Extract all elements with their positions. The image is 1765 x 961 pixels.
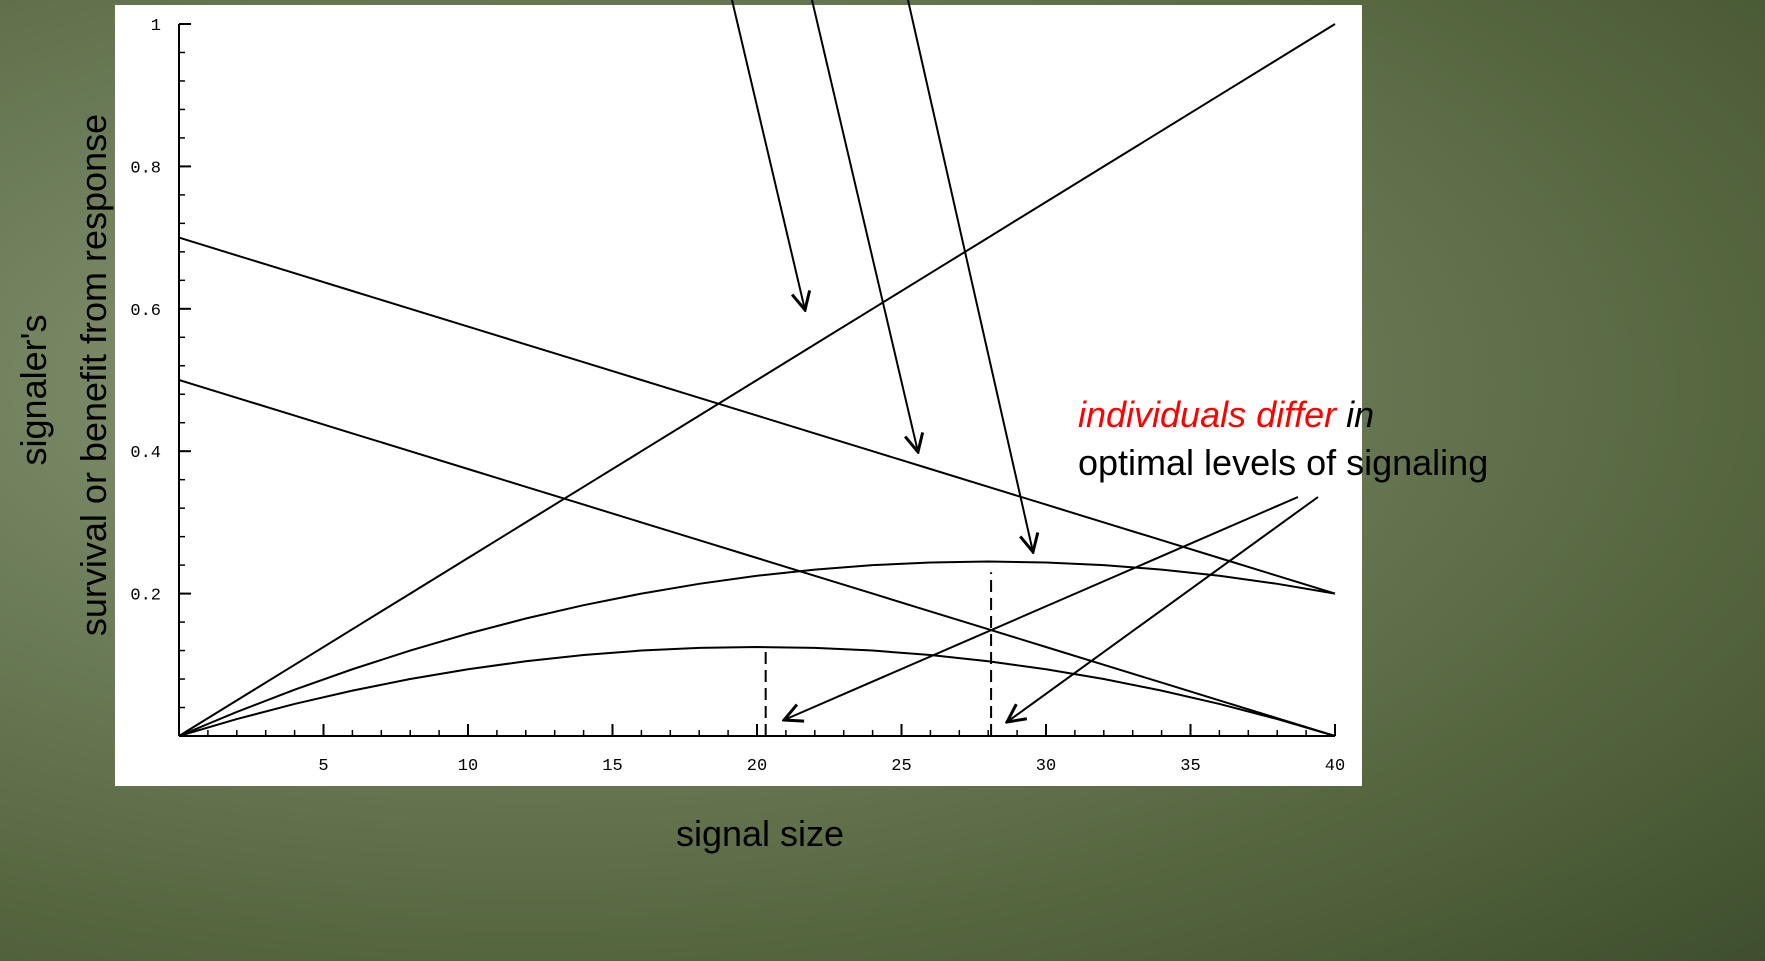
x-tick-label: 15 bbox=[602, 757, 622, 776]
page: {"chart_data": { "type": "line", "xlabel… bbox=[0, 0, 1765, 961]
x-tick-label: 40 bbox=[1325, 757, 1345, 776]
annotation-text: in bbox=[1346, 394, 1374, 435]
y-tick-label: 0.6 bbox=[130, 302, 161, 321]
x-tick-label: 10 bbox=[458, 757, 478, 776]
x-tick-label: 5 bbox=[318, 757, 328, 776]
y-axis-label: survival or benefit from response bbox=[73, 114, 114, 636]
y-axis-label: signaler's bbox=[13, 315, 54, 466]
x-tick-label: 20 bbox=[747, 757, 767, 776]
x-tick-label: 25 bbox=[891, 757, 911, 776]
annotation-highlight: individuals differ bbox=[1078, 394, 1338, 435]
chart: signal size signaler's survival or benef… bbox=[0, 0, 1765, 961]
x-axis-label: signal size bbox=[676, 813, 844, 854]
y-tick-label: 0.4 bbox=[130, 444, 161, 463]
x-tick-label: 30 bbox=[1036, 757, 1056, 776]
y-tick-label: 1 bbox=[151, 17, 161, 36]
y-tick-label: 0.8 bbox=[130, 159, 161, 178]
annotation: optimal levels of signaling bbox=[1078, 442, 1488, 483]
y-tick-label: 0.2 bbox=[130, 587, 161, 606]
x-tick-label: 35 bbox=[1180, 757, 1200, 776]
